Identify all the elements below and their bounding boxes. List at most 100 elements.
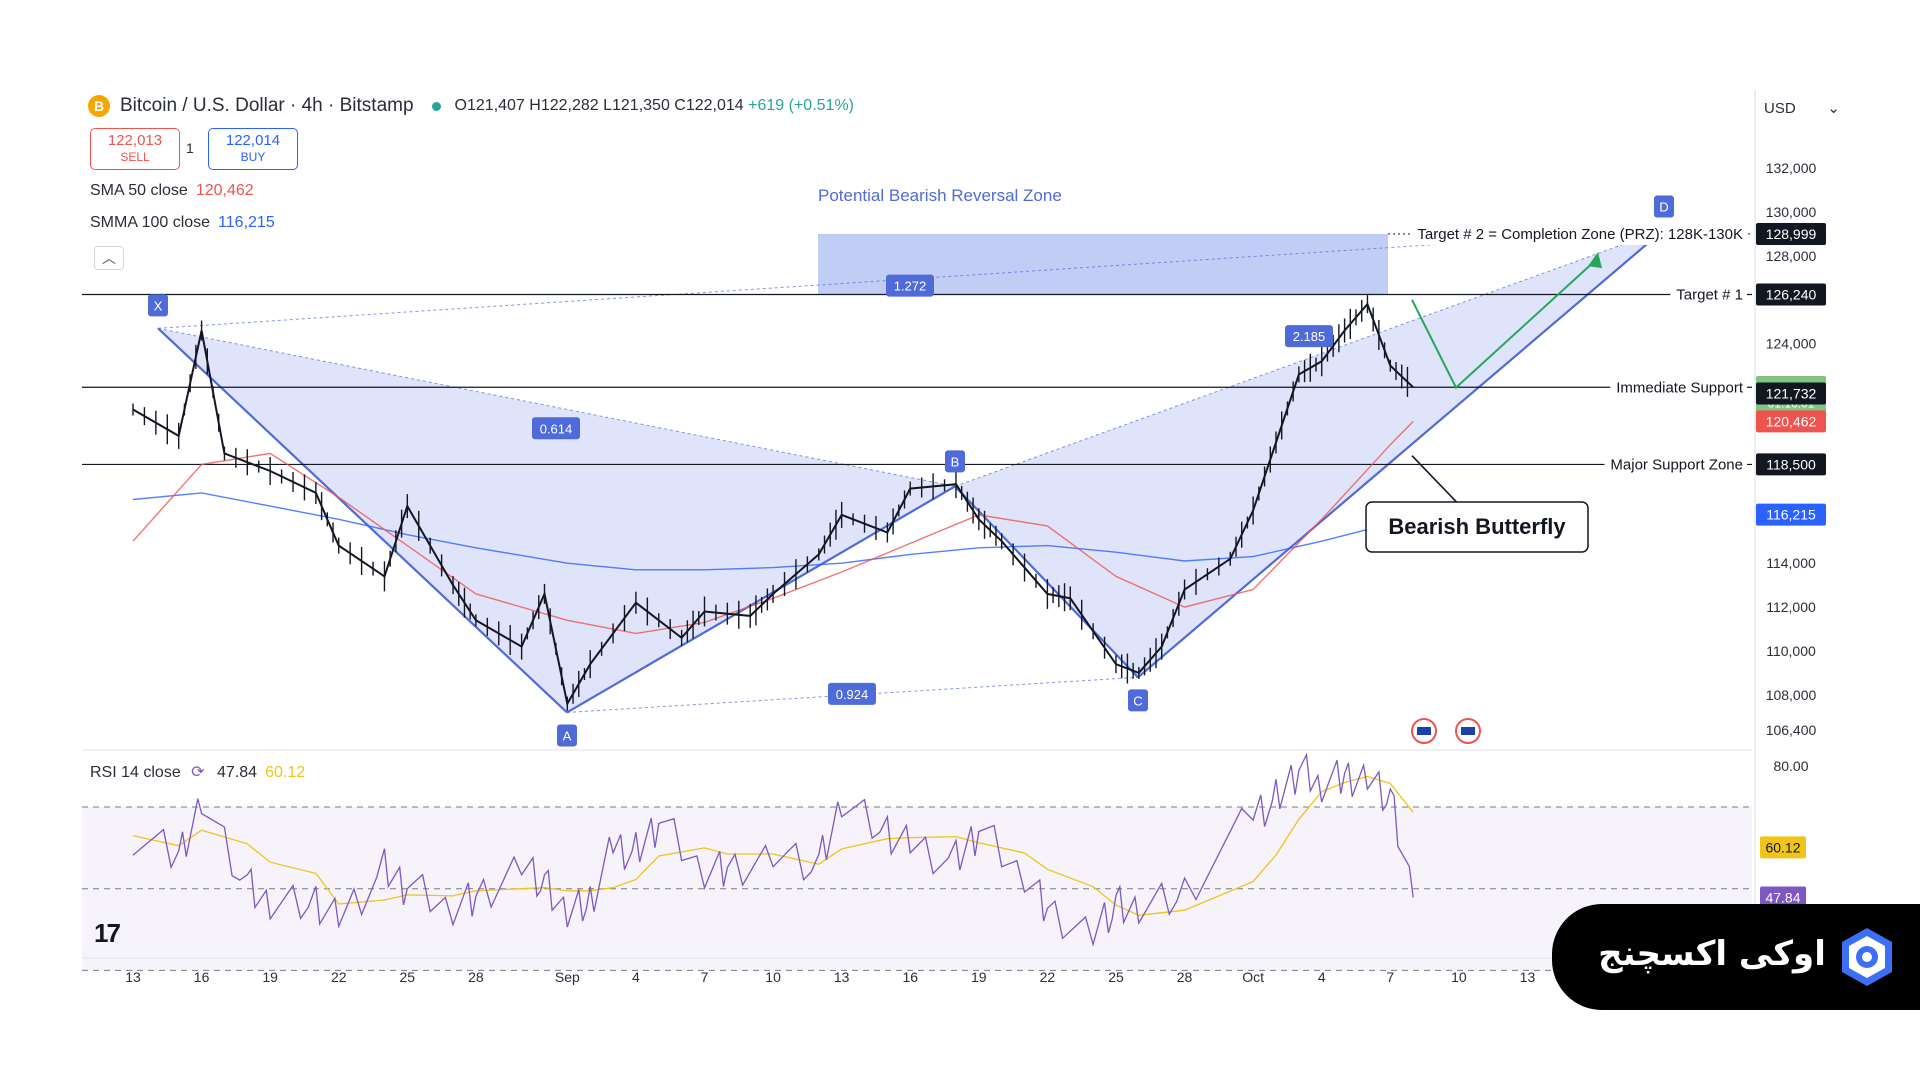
point-tag-a <box>557 724 577 747</box>
ratio-tag-0 <box>532 417 580 440</box>
sma-label: SMA 50 close <box>90 182 188 199</box>
y-tick-8: 106,400 <box>1766 722 1817 738</box>
rsi-settings-icon[interactable]: ⟳ <box>191 764 205 781</box>
price-tag-timer-0: 01:16:01 <box>1768 396 1815 410</box>
point-label-c: C <box>1133 693 1142 708</box>
level-label-3: Major Support Zone <box>1610 456 1743 473</box>
rsi-line <box>132 752 1414 947</box>
point-label-a: A <box>563 728 572 743</box>
level-price-tag-0 <box>1756 222 1826 245</box>
y-tick-7: 108,000 <box>1766 687 1817 703</box>
point-label-d: D <box>1659 200 1668 215</box>
rsi-value: 47.84 <box>217 764 258 781</box>
y-tick-3: 124,000 <box>1766 336 1817 352</box>
sell-button[interactable]: 122,013 SELL <box>90 128 180 170</box>
level-price-text-2: 122,014 <box>1766 379 1817 395</box>
exchange-name: اوکی اکسچنج <box>1598 934 1826 974</box>
rsi-band <box>82 807 1752 971</box>
forecast-arrowhead <box>1588 252 1602 269</box>
pattern-leg-1 <box>566 485 956 714</box>
x-tick-10: 13 <box>834 969 850 985</box>
rsi-legend[interactable]: RSI 14 close ⟳ 47.84 60.12 <box>90 762 305 782</box>
price-tag-2 <box>1756 410 1826 433</box>
y-tick-2: 128,000 <box>1766 248 1817 264</box>
x-tick-16: Oct <box>1242 969 1264 985</box>
price-tag-text-3: 116,215 <box>1766 507 1816 523</box>
forecast-path <box>1411 257 1599 390</box>
level-price-tag-3 <box>1756 453 1826 476</box>
rsi-value-tag-0 <box>1760 836 1806 859</box>
rsi-ma-line <box>132 775 1414 916</box>
y-tick-0: 132,000 <box>1766 160 1817 176</box>
chevron-down-icon: ⌄ <box>1827 100 1840 117</box>
callout-text: Bearish Butterfly <box>1388 514 1566 539</box>
price-tag-text-2: 120,462 <box>1766 413 1817 429</box>
x-tick-13: 22 <box>1040 969 1056 985</box>
reversal-zone-label: Potential Bearish Reversal Zone <box>818 186 1062 205</box>
level-price-text-1: 126,240 <box>1766 287 1817 303</box>
ohlc-values: O121,407 H122,282 L121,350 C122,014 +619… <box>455 97 854 115</box>
sell-price: 122,013 <box>107 132 163 149</box>
bitcoin-icon: B <box>88 95 110 117</box>
callout-pointer <box>1411 455 1500 538</box>
currency-select[interactable]: USD ⌄ <box>1758 96 1846 120</box>
x-tick-8: 7 <box>701 969 709 985</box>
sell-label: SELL <box>120 150 150 164</box>
price-tag-text-1: 121,732 <box>1766 385 1817 401</box>
price-tag-3 <box>1756 503 1826 526</box>
sma-value: 120,462 <box>195 182 254 199</box>
us-flag-icon <box>1461 727 1475 735</box>
level-label-bg-2 <box>1610 376 1747 399</box>
currency-label: USD <box>1764 99 1796 117</box>
buy-label: BUY <box>240 150 266 164</box>
sma-legend[interactable]: SMA 50 close 120,462 <box>90 182 254 200</box>
level-price-text-0: 128,999 <box>1766 226 1817 242</box>
exchange-logo-icon <box>1842 928 1892 986</box>
point-label-b: B <box>951 454 960 469</box>
symbol-title[interactable]: Bitcoin / U.S. Dollar · 4h · Bitstamp <box>120 95 414 116</box>
x-tick-14: 25 <box>1108 969 1124 985</box>
buy-price: 122,014 <box>225 132 281 149</box>
x-tick-2: 19 <box>262 969 278 985</box>
x-tick-19: 10 <box>1451 969 1467 985</box>
tradingview-logo: 17 <box>94 918 121 948</box>
smma-value: 116,215 <box>218 214 275 231</box>
x-tick-15: 28 <box>1177 969 1193 985</box>
pattern-triangle-xab <box>158 328 955 713</box>
price-tag-0 <box>1756 376 1826 413</box>
us-flag-icon <box>1417 727 1431 735</box>
market-status-icon <box>431 101 441 111</box>
x-tick-12: 19 <box>971 969 987 985</box>
level-label-1: Target # 1 <box>1676 287 1743 304</box>
x-tick-9: 10 <box>765 969 781 985</box>
x-tick-1: 16 <box>194 969 210 985</box>
pattern-leg-3 <box>1137 228 1665 679</box>
point-tag-x <box>148 294 168 317</box>
x-tick-20: 13 <box>1520 969 1536 985</box>
point-tag-d <box>1654 195 1674 218</box>
x-tick-5: 28 <box>468 969 484 985</box>
x-tick-3: 22 <box>331 969 347 985</box>
y-tick-5: 112,000 <box>1766 599 1816 615</box>
x-tick-17: 4 <box>1318 969 1326 985</box>
buy-button[interactable]: 122,014 BUY <box>208 128 298 170</box>
ratio-tag-2 <box>1285 325 1333 348</box>
pattern-ratio-line-1 <box>566 676 1139 713</box>
rsi-tick-80: 80.00 <box>1773 758 1808 774</box>
collapse-legend-button[interactable]: ︿ <box>94 246 124 270</box>
level-label-bg-0 <box>1411 222 1747 245</box>
level-label-bg-3 <box>1604 453 1747 476</box>
economic-event-icon <box>1455 718 1481 744</box>
symbol-header: B Bitcoin / U.S. Dollar · 4h · Bitstamp … <box>88 94 854 118</box>
point-tag-b <box>945 450 965 473</box>
x-tick-18: 7 <box>1386 969 1394 985</box>
pattern-ratio-line-3 <box>157 229 1665 329</box>
smma-label: SMMA 100 close <box>90 214 211 231</box>
level-label-0: Target # 2 = Completion Zone (PRZ): 128K… <box>1417 226 1743 243</box>
economic-event-icon <box>1411 718 1437 744</box>
pattern-ratio-line-2 <box>954 229 1665 487</box>
y-tick-1: 130,000 <box>1766 204 1817 220</box>
smma-legend[interactable]: SMMA 100 close 116,215 <box>90 214 275 232</box>
level-label-bg-1 <box>1670 283 1747 306</box>
sma-50-line <box>132 420 1414 635</box>
